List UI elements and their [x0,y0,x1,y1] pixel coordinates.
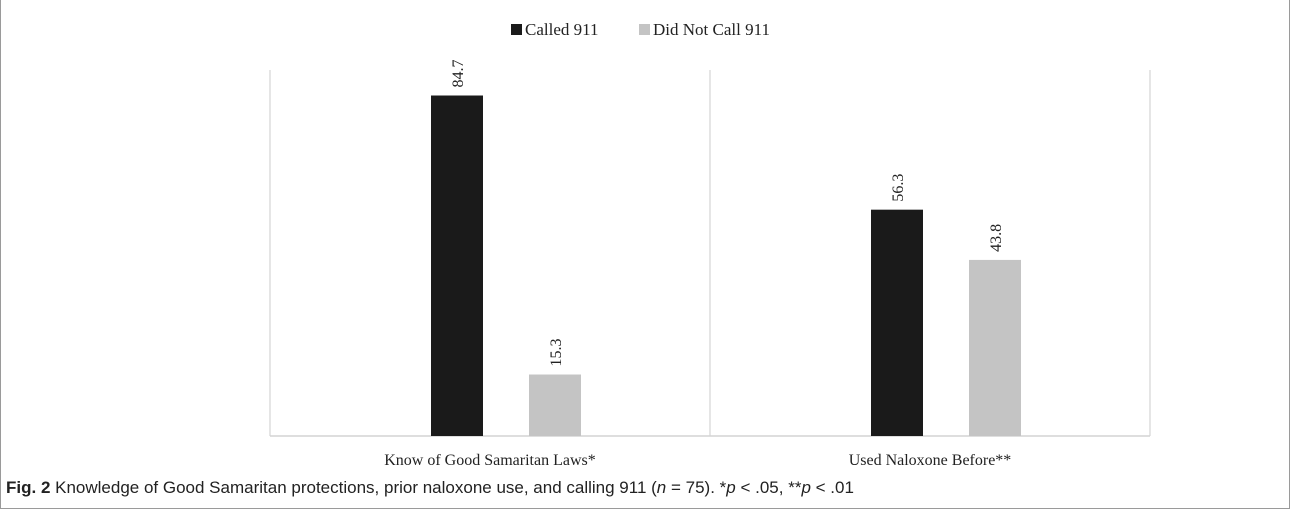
caption-p-var-2: p [801,478,811,497]
legend-item: Called 911 [511,20,599,39]
chart-legend: Called 911 Did Not Call 911 [511,20,770,39]
bar-value-label: 56.3 [890,174,907,202]
caption-n-var: n [656,478,667,497]
caption-text-4: < .01 [810,478,854,497]
figure-caption: Fig. 2 Knowledge of Good Samaritan prote… [6,478,1286,498]
bar-called-911 [431,95,483,437]
legend-swatch [639,24,650,35]
caption-text-3: < .05, ** [735,478,802,497]
chart-value-labels: 84.7 15.3 56.3 43.8 [450,60,1005,367]
caption-p-var-1: p [726,478,736,497]
bar-value-label: 15.3 [548,338,565,366]
bar-value-label: 84.7 [450,60,467,88]
legend-item: Did Not Call 911 [639,20,770,39]
bar-chart: Called 911 Did Not Call 911 84.7 15.3 56.3 4… [269,20,1151,469]
bar-did-not-call-911 [529,374,581,436]
chart-category-labels: Know of Good Samaritan Laws* Used Naloxon… [384,452,1011,469]
category-label: Used Naloxone Before** [849,452,1012,469]
bar-value-label: 43.8 [988,224,1005,252]
caption-text-1: Knowledge of Good Samaritan protections,… [50,478,657,497]
legend-label: Called 911 [525,20,599,39]
legend-swatch [511,24,522,35]
caption-text-2: = 75). * [666,478,727,497]
legend-label: Did Not Call 911 [653,20,770,39]
figure-label: Fig. 2 [6,478,51,497]
bar-did-not-call-911 [969,259,1021,436]
bar-called-911 [871,209,923,436]
chart-bars [431,95,1021,437]
category-label: Know of Good Samaritan Laws* [384,452,596,469]
